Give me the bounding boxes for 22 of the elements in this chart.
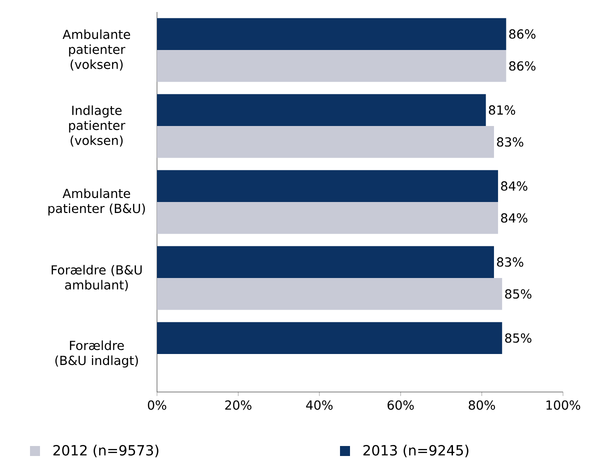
x-tick-label: 100% bbox=[546, 400, 580, 410]
x-tick-label: 0% bbox=[148, 400, 166, 410]
x-tick-label: 80% bbox=[468, 400, 495, 410]
x-tick-label: 20% bbox=[225, 400, 252, 410]
data-label: 84% bbox=[501, 181, 528, 191]
data-label: 84% bbox=[501, 213, 528, 223]
legend-label: 2012 (n=9573) bbox=[53, 444, 158, 458]
y-tick-label: Forældre (B&U indlagt) bbox=[55, 340, 138, 368]
data-label: 83% bbox=[497, 257, 524, 267]
data-label: 85% bbox=[505, 333, 532, 343]
data-label: 86% bbox=[509, 61, 536, 71]
data-label: 86% bbox=[509, 29, 536, 39]
legend-label: 2013 (n=9245) bbox=[363, 444, 468, 458]
y-tick-label: Ambulante patienter (voksen) bbox=[62, 29, 130, 71]
x-tick-label: 60% bbox=[388, 400, 414, 410]
data-label: 85% bbox=[505, 289, 532, 299]
data-label: 83% bbox=[497, 137, 524, 147]
y-tick-label: Ambulante patienter (B&U) bbox=[48, 188, 145, 216]
y-tick-label: Indlagte patienter (voksen) bbox=[69, 105, 126, 147]
y-tick-label: Forældre (B&U ambulant) bbox=[52, 264, 142, 292]
data-label: 81% bbox=[488, 105, 516, 115]
x-tick-label: 40% bbox=[306, 400, 333, 410]
